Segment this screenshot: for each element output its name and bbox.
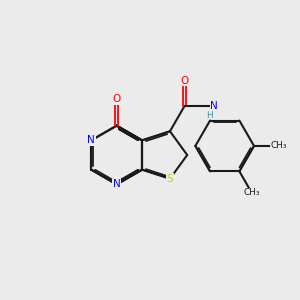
Text: N: N	[113, 179, 121, 189]
Text: CH₃: CH₃	[271, 141, 287, 150]
Text: N: N	[87, 135, 95, 145]
Text: CH₃: CH₃	[244, 188, 260, 197]
Text: O: O	[181, 76, 189, 86]
Text: O: O	[112, 94, 121, 104]
Text: H: H	[206, 111, 213, 120]
Text: N: N	[210, 101, 218, 111]
Text: S: S	[167, 174, 173, 184]
